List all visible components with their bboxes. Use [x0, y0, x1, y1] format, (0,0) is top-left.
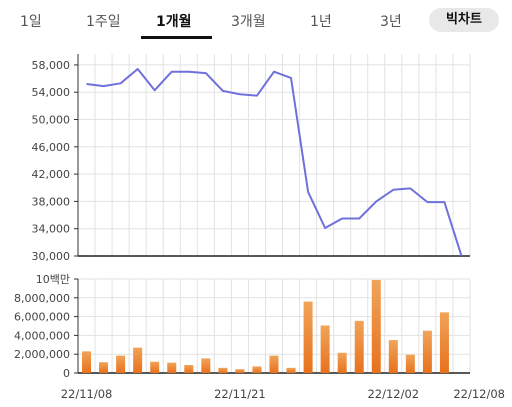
volume-y-tick-label: 8,000,000	[14, 292, 70, 305]
volume-y-tick-label: 10백만	[36, 273, 70, 286]
volume-bar	[252, 366, 262, 373]
price-y-tick-label: 30,000	[32, 250, 71, 263]
price-line	[86, 68, 463, 257]
volume-bar	[99, 362, 109, 373]
volume-bar	[354, 320, 364, 373]
date-x-tick-label: 22/12/08	[453, 387, 505, 401]
tab-1-week[interactable]: 1주일	[86, 14, 121, 30]
price-line-group	[86, 68, 463, 257]
volume-bar	[82, 351, 92, 373]
price-y-tick-label: 42,000	[32, 168, 71, 181]
tab-3-years[interactable]: 3년	[380, 14, 402, 30]
volume-bar	[371, 279, 381, 373]
volume-bar	[405, 354, 415, 373]
date-x-axis: 22/11/08 22/11/21 22/12/02 22/12/08	[61, 387, 505, 401]
volume-y-tick-label: 4,000,000	[14, 329, 70, 342]
volume-bar	[116, 355, 126, 373]
volume-bar	[320, 325, 330, 373]
volume-bar	[218, 367, 228, 373]
volume-bar	[269, 355, 279, 373]
date-x-tick-label: 22/12/02	[367, 387, 419, 401]
volume-bar	[133, 347, 143, 373]
price-y-tick-label: 34,000	[32, 223, 71, 236]
date-x-tick-label: 22/11/08	[61, 387, 113, 401]
volume-y-tick-label: 2,000,000	[14, 348, 70, 361]
price-y-tick-label: 46,000	[32, 141, 71, 154]
tab-3-months[interactable]: 3개월	[231, 14, 266, 30]
price-y-tick-label: 54,000	[32, 86, 71, 99]
volume-bar	[235, 369, 245, 373]
volume-bar	[439, 312, 449, 373]
active-tab-underline	[141, 36, 212, 39]
volume-bar	[286, 367, 296, 373]
volume-bar	[388, 340, 398, 373]
volume-y-axis: 10백만 8,000,000 6,000,000 4,000,000 2,000,000…	[14, 273, 470, 380]
volume-bar	[303, 301, 313, 373]
tab-1-year[interactable]: 1년	[310, 14, 332, 30]
volume-bar	[150, 361, 160, 373]
volume-bar	[201, 358, 211, 373]
volume-y-tick-label: 6,000,000	[14, 311, 70, 324]
volume-bar	[337, 352, 347, 373]
period-tabs: 1일 1주일 1개월 3개월 1년 3년 빅차트	[0, 0, 512, 42]
volume-bar	[167, 362, 177, 373]
bigchart-button[interactable]: 빅차트	[429, 8, 499, 32]
tab-1-day[interactable]: 1일	[20, 14, 42, 30]
price-chart-grid	[77, 54, 471, 256]
price-y-axis: 58,000 54,000 50,000 46,000 42,000 38,000 34,0…	[32, 54, 470, 263]
price-y-tick-label: 58,000	[32, 59, 71, 72]
volume-y-tick-label: 0	[63, 367, 70, 380]
volume-bar	[422, 330, 432, 373]
tab-1-month[interactable]: 1개월	[156, 14, 192, 30]
volume-bars	[82, 279, 449, 373]
date-x-tick-label: 22/11/21	[214, 387, 266, 401]
price-y-tick-label: 50,000	[32, 114, 71, 127]
volume-bar	[184, 365, 194, 373]
price-y-tick-label: 38,000	[32, 195, 71, 208]
